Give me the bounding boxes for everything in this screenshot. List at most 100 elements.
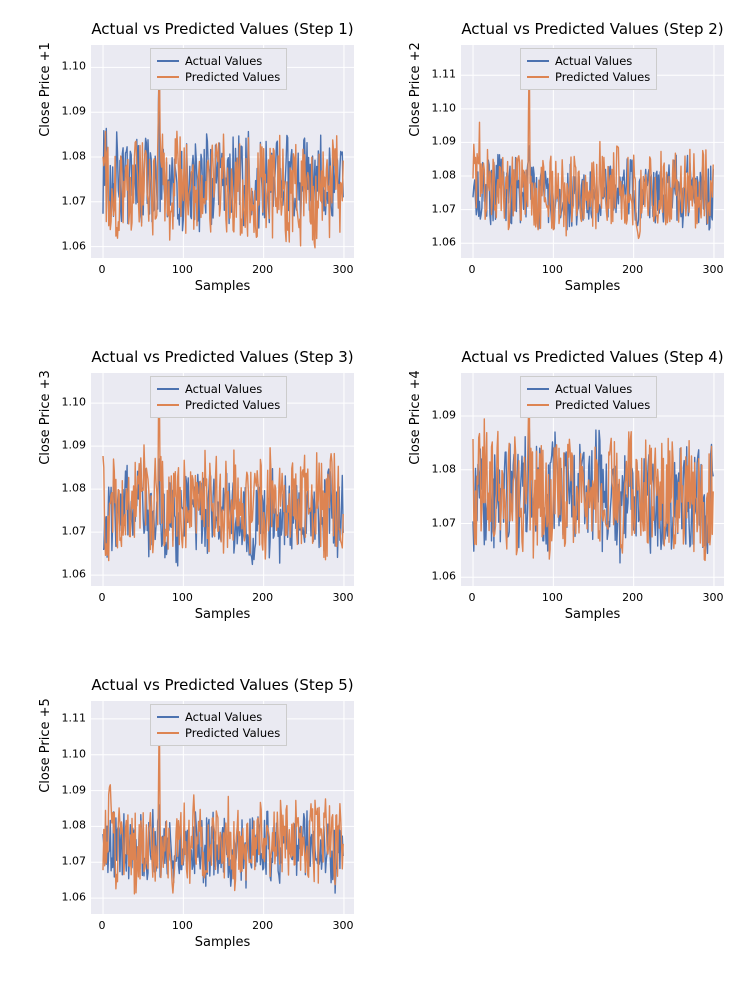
ytick-label: 1.08	[52, 482, 86, 495]
legend-swatch-predicted	[527, 76, 549, 78]
ytick-label: 1.10	[52, 60, 86, 73]
xtick-label: 0	[99, 263, 106, 276]
ytick-label: 1.07	[52, 855, 86, 868]
xtick-label: 100	[172, 919, 193, 932]
ytick-label: 1.07	[52, 194, 86, 207]
legend-label-actual: Actual Values	[555, 382, 632, 396]
legend-swatch-actual	[527, 60, 549, 62]
xlabel: Samples	[90, 607, 355, 622]
xtick-label: 0	[469, 591, 476, 604]
legend-row-predicted: Predicted Values	[157, 397, 280, 413]
xtick-label: 300	[702, 263, 723, 276]
legend-row-predicted: Predicted Values	[157, 725, 280, 741]
xtick-label: 100	[542, 591, 563, 604]
xlabel: Samples	[460, 607, 725, 622]
ylabel: Close Price +1	[38, 0, 53, 197]
ytick-label: 1.09	[422, 409, 456, 422]
ylabel: Close Price +2	[408, 0, 423, 197]
ytick-label: 1.06	[422, 236, 456, 249]
legend-label-actual: Actual Values	[185, 710, 262, 724]
xtick-label: 200	[252, 591, 273, 604]
legend-row-predicted: Predicted Values	[527, 397, 650, 413]
xtick-label: 0	[469, 263, 476, 276]
xtick-label: 300	[702, 591, 723, 604]
xtick-label: 300	[332, 919, 353, 932]
subplot-step-5: Actual vs Predicted Values (Step 5) 0 100 2…	[20, 668, 370, 968]
xtick-label: 100	[542, 263, 563, 276]
legend-row-actual: Actual Values	[527, 53, 650, 69]
ytick-label: 1.11	[422, 68, 456, 81]
plot-title: Actual vs Predicted Values (Step 3)	[90, 348, 355, 366]
xtick-label: 200	[622, 591, 643, 604]
ytick-label: 1.07	[422, 202, 456, 215]
ytick-label: 1.07	[52, 525, 86, 538]
xtick-label: 200	[252, 919, 273, 932]
legend: Actual Values Predicted Values	[150, 704, 287, 746]
legend-swatch-actual	[157, 716, 179, 718]
xtick-label: 200	[252, 263, 273, 276]
ytick-label: 1.08	[422, 169, 456, 182]
legend: Actual Values Predicted Values	[520, 48, 657, 90]
ytick-label: 1.06	[52, 239, 86, 252]
ylabel: Close Price +3	[38, 310, 53, 525]
legend-swatch-predicted	[157, 732, 179, 734]
legend-label-predicted: Predicted Values	[185, 726, 280, 740]
plot-title: Actual vs Predicted Values (Step 4)	[460, 348, 725, 366]
plot-title: Actual vs Predicted Values (Step 1)	[90, 20, 355, 38]
legend: Actual Values Predicted Values	[520, 376, 657, 418]
xlabel: Samples	[460, 279, 725, 294]
ytick-label: 1.11	[52, 711, 86, 724]
legend-label-predicted: Predicted Values	[555, 398, 650, 412]
ytick-label: 1.09	[52, 439, 86, 452]
ytick-label: 1.06	[52, 891, 86, 904]
plot-title: Actual vs Predicted Values (Step 5)	[90, 676, 355, 694]
ytick-label: 1.10	[422, 101, 456, 114]
ytick-label: 1.10	[52, 747, 86, 760]
plot-title: Actual vs Predicted Values (Step 2)	[460, 20, 725, 38]
legend-label-actual: Actual Values	[555, 54, 632, 68]
ytick-label: 1.06	[422, 570, 456, 583]
xlabel: Samples	[90, 935, 355, 950]
legend-label-predicted: Predicted Values	[555, 70, 650, 84]
ytick-label: 1.06	[52, 568, 86, 581]
legend-row-actual: Actual Values	[527, 381, 650, 397]
ytick-label: 1.08	[422, 462, 456, 475]
xlabel: Samples	[90, 279, 355, 294]
xtick-label: 0	[99, 919, 106, 932]
legend-swatch-actual	[157, 60, 179, 62]
legend-label-actual: Actual Values	[185, 54, 262, 68]
xtick-label: 300	[332, 591, 353, 604]
legend-row-actual: Actual Values	[157, 709, 280, 725]
legend-row-actual: Actual Values	[157, 381, 280, 397]
xtick-label: 200	[622, 263, 643, 276]
subplot-step-3: Actual vs Predicted Values (Step 3) 0 100 2…	[20, 340, 370, 640]
xtick-label: 300	[332, 263, 353, 276]
legend: Actual Values Predicted Values	[150, 376, 287, 418]
ytick-label: 1.10	[52, 396, 86, 409]
legend-label-predicted: Predicted Values	[185, 70, 280, 84]
ytick-label: 1.09	[52, 105, 86, 118]
legend-swatch-actual	[527, 388, 549, 390]
legend-swatch-actual	[157, 388, 179, 390]
ytick-label: 1.09	[422, 135, 456, 148]
xtick-label: 0	[99, 591, 106, 604]
ytick-label: 1.09	[52, 783, 86, 796]
subplot-step-4: Actual vs Predicted Values (Step 4) 0 100 2…	[390, 340, 738, 640]
ytick-label: 1.07	[422, 516, 456, 529]
legend-swatch-predicted	[527, 404, 549, 406]
legend-row-predicted: Predicted Values	[527, 69, 650, 85]
legend: Actual Values Predicted Values	[150, 48, 287, 90]
ytick-label: 1.08	[52, 819, 86, 832]
ylabel: Close Price +4	[408, 310, 423, 525]
legend-swatch-predicted	[157, 404, 179, 406]
figure: Actual vs Predicted Values (Step 1) 0 100 2…	[0, 0, 738, 983]
ytick-label: 1.08	[52, 149, 86, 162]
xtick-label: 100	[172, 591, 193, 604]
xtick-label: 100	[172, 263, 193, 276]
legend-row-actual: Actual Values	[157, 53, 280, 69]
subplot-step-1: Actual vs Predicted Values (Step 1) 0 100 2…	[20, 12, 370, 312]
subplot-step-2: Actual vs Predicted Values (Step 2) 0 100 2…	[390, 12, 738, 312]
ylabel: Close Price +5	[38, 638, 53, 853]
legend-label-actual: Actual Values	[185, 382, 262, 396]
legend-label-predicted: Predicted Values	[185, 398, 280, 412]
